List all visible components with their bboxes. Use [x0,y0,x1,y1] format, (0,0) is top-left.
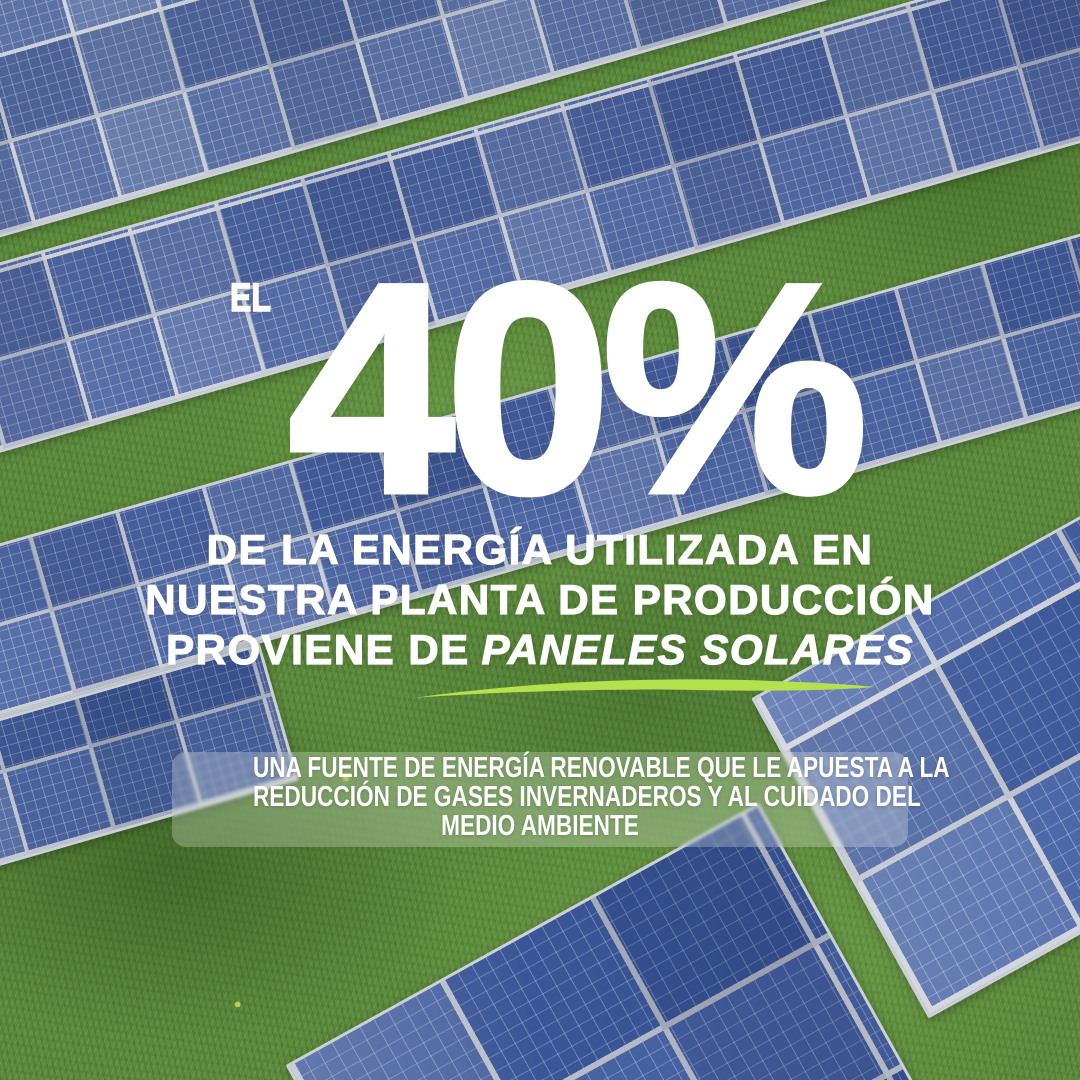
footnote-line-3: MEDIO AMBIENTE [441,810,639,842]
footnote-line-1: UNA FUENTE DE ENERGÍA RENOVABLE QUE LE A… [252,752,950,784]
footnote-text: UNA FUENTE DE ENERGÍA RENOVABLE QUE LE A… [172,752,950,842]
footnote-box: UNA FUENTE DE ENERGÍA RENOVABLE QUE LE A… [172,752,950,847]
footnote-line-2: REDUCCIÓN DE GASES INVERNADEROS Y AL CUI… [252,781,921,813]
headline-line-3: PROVIENE DE PANELES SOLARES [0,625,1080,675]
headline-line-2: NUESTRA PLANTA DE PRODUCCIÓN [145,575,935,623]
headline: DE LA ENERGÍA UTILIZADA EN NUESTRA PLANT… [0,525,1080,675]
headline-line-3-italic: PANELES SOLARES [481,625,914,673]
headline-line-3-regular: PROVIENE DE [166,625,470,673]
stat-prefix: EL [229,275,271,321]
headline-line-1: DE LA ENERGÍA UTILIZADA EN [206,525,874,573]
stat-value: 40% [285,220,870,556]
